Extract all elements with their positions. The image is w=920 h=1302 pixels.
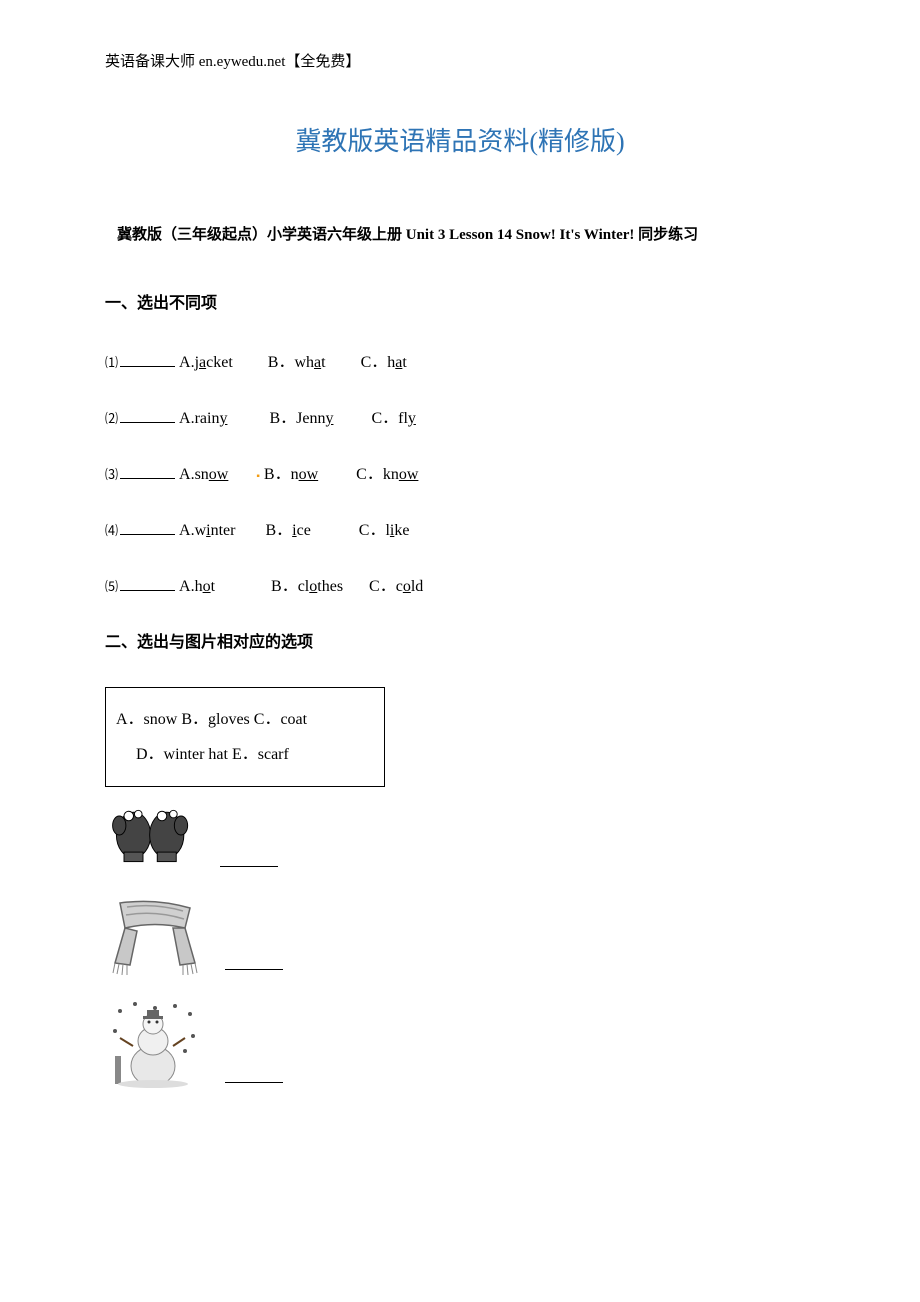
- option-b: B．what: [268, 348, 326, 372]
- option-b: B．clothes: [271, 572, 343, 596]
- dot-icon: ▪: [256, 471, 260, 482]
- answer-blank[interactable]: [120, 422, 175, 423]
- question-1: ⑴ A.jacket B．what C．hat: [105, 348, 815, 372]
- option-a: A.rainy: [179, 410, 227, 428]
- image-row-1: [105, 795, 815, 875]
- option-a: A.winter: [179, 522, 235, 540]
- option-c: C．fly: [371, 404, 415, 428]
- question-5: ⑸ A.hot B．clothes C．cold: [105, 572, 815, 596]
- scarf-image: [105, 893, 205, 978]
- section2-heading: 二、选出与图片相对应的选项: [105, 628, 815, 652]
- option-c: C．like: [359, 516, 410, 540]
- image-row-2: [105, 893, 815, 978]
- options-line-2: D．winter hat E．scarf: [116, 737, 374, 772]
- image-row-3: [105, 996, 815, 1091]
- answer-blank[interactable]: [120, 478, 175, 479]
- q-num: ⑶: [105, 464, 118, 483]
- question-2: ⑵ A.rainy B．Jenny C．fly: [105, 404, 815, 428]
- snowman-image: [105, 996, 205, 1091]
- option-c: C．hat: [361, 348, 407, 372]
- option-c: C．cold: [369, 572, 423, 596]
- q-num: ⑵: [105, 408, 118, 427]
- options-line-1: A．snow B．gloves C．coat: [116, 702, 374, 737]
- options-box: A．snow B．gloves C．coat D．winter hat E．sc…: [105, 687, 385, 787]
- section1-heading: 一、选出不同项: [105, 289, 815, 313]
- image-answer-blank[interactable]: [225, 969, 283, 970]
- option-c: C．know: [356, 460, 418, 484]
- answer-blank[interactable]: [120, 590, 175, 591]
- question-4: ⑷ A.winter B．ice C．like: [105, 516, 815, 540]
- image-answer-blank[interactable]: [225, 1082, 283, 1083]
- main-title: 冀教版英语精品资料(精修版): [105, 121, 815, 158]
- answer-blank[interactable]: [120, 366, 175, 367]
- option-b: B．ice: [265, 516, 310, 540]
- option-b: B．Jenny: [269, 404, 333, 428]
- q-num: ⑸: [105, 576, 118, 595]
- page-header: 英语备课大师 en.eywedu.net【全免费】: [105, 50, 815, 71]
- subtitle: 冀教版（三年级起点）小学英语六年级上册 Unit 3 Lesson 14 Sno…: [105, 223, 815, 244]
- option-b: B．now: [264, 460, 318, 484]
- option-a: A.hot: [179, 578, 215, 596]
- question-3: ⑶ A.snow ▪ B．now C．know: [105, 460, 815, 484]
- option-a: A.jacket: [179, 354, 233, 372]
- image-answer-blank[interactable]: [220, 866, 278, 867]
- q-num: ⑴: [105, 352, 118, 371]
- option-a: A.snow: [179, 466, 228, 484]
- gloves-image: [105, 795, 200, 875]
- q-num: ⑷: [105, 520, 118, 539]
- answer-blank[interactable]: [120, 534, 175, 535]
